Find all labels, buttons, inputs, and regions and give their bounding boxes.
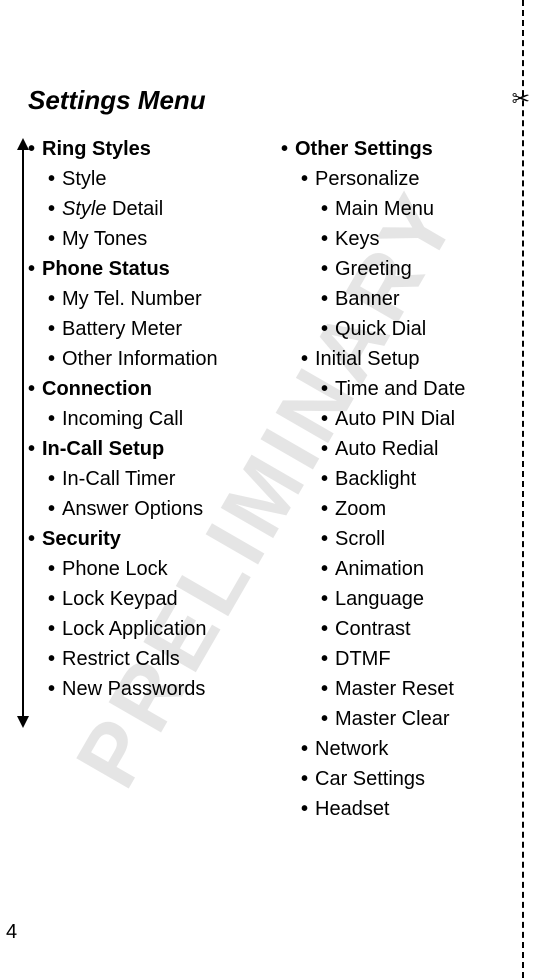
- sub-list-item: Master Reset: [281, 674, 504, 704]
- sub-list-item: Zoom: [281, 494, 504, 524]
- sub-list-item: Animation: [281, 554, 504, 584]
- sub-list-item: Greeting: [281, 254, 504, 284]
- list-item: Network: [281, 734, 504, 764]
- section-heading: Security: [28, 524, 251, 554]
- list-item: Restrict Calls: [28, 644, 251, 674]
- right-column: Other SettingsPersonalizeMain MenuKeysGr…: [281, 134, 504, 824]
- page-content: Settings Menu Ring StylesStyleStyle Deta…: [0, 0, 534, 824]
- list-item: Battery Meter: [28, 314, 251, 344]
- sub-list-item: Quick Dial: [281, 314, 504, 344]
- list-item: My Tel. Number: [28, 284, 251, 314]
- list-item: In-Call Timer: [28, 464, 251, 494]
- sub-list-item: Keys: [281, 224, 504, 254]
- list-item: Initial Setup: [281, 344, 504, 374]
- list-item: My Tones: [28, 224, 251, 254]
- section-heading: Ring Styles: [28, 134, 251, 164]
- sub-list-item: Scroll: [281, 524, 504, 554]
- sub-list-item: Language: [281, 584, 504, 614]
- sub-list-item: Time and Date: [281, 374, 504, 404]
- page-number: 4: [6, 921, 17, 944]
- section-heading: Connection: [28, 374, 251, 404]
- list-item: New Passwords: [28, 674, 251, 704]
- list-item: Personalize: [281, 164, 504, 194]
- page-title: Settings Menu: [28, 85, 504, 116]
- list-item: Answer Options: [28, 494, 251, 524]
- sub-list-item: Backlight: [281, 464, 504, 494]
- sub-list-item: Contrast: [281, 614, 504, 644]
- list-item: Lock Application: [28, 614, 251, 644]
- list-item: Incoming Call: [28, 404, 251, 434]
- list-item: Phone Lock: [28, 554, 251, 584]
- list-item: Headset: [281, 794, 504, 824]
- columns: Ring StylesStyleStyle DetailMy TonesPhon…: [28, 134, 504, 824]
- section-heading: Phone Status: [28, 254, 251, 284]
- section-heading: In-Call Setup: [28, 434, 251, 464]
- list-item: Other Information: [28, 344, 251, 374]
- section-heading: Other Settings: [281, 134, 504, 164]
- sub-list-item: Banner: [281, 284, 504, 314]
- sub-list-item: Main Menu: [281, 194, 504, 224]
- sub-list-item: DTMF: [281, 644, 504, 674]
- list-item: Lock Keypad: [28, 584, 251, 614]
- list-item: Style: [28, 164, 251, 194]
- list-item: Car Settings: [281, 764, 504, 794]
- sub-list-item: Auto Redial: [281, 434, 504, 464]
- list-item: Style Detail: [28, 194, 251, 224]
- left-column: Ring StylesStyleStyle DetailMy TonesPhon…: [28, 134, 251, 824]
- sub-list-item: Master Clear: [281, 704, 504, 734]
- sub-list-item: Auto PIN Dial: [281, 404, 504, 434]
